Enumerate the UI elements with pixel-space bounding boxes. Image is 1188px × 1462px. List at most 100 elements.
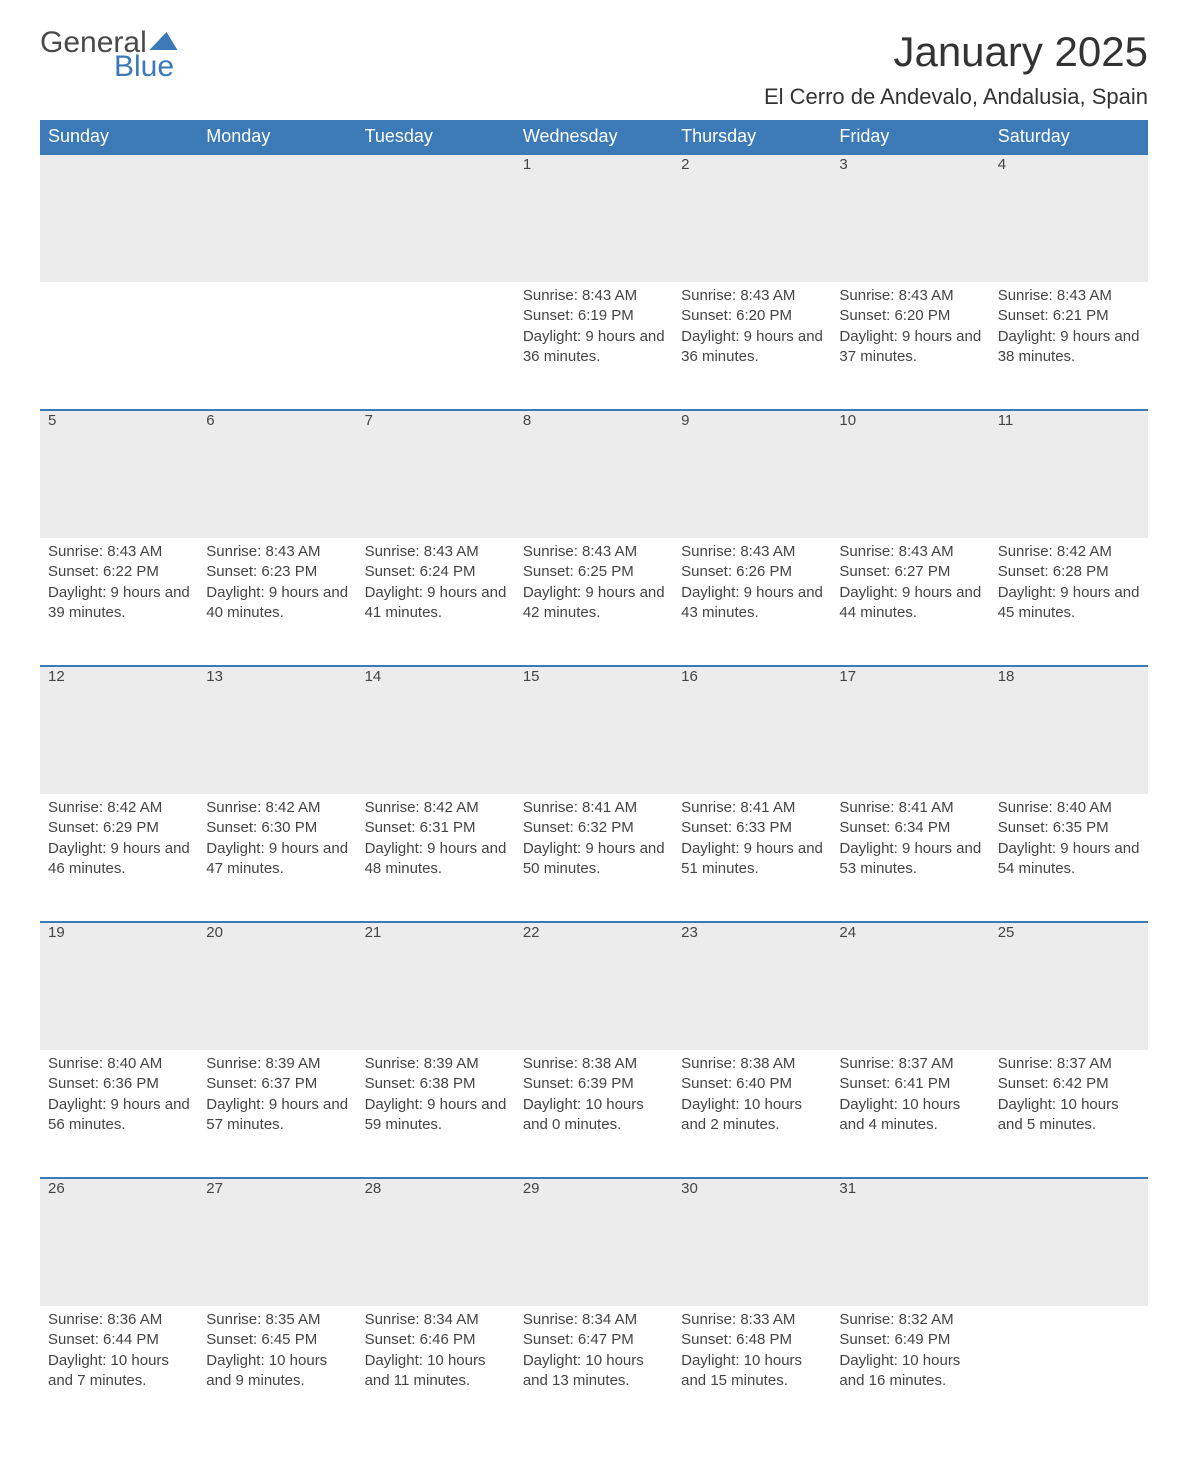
sunset-value: 6:42 PM: [1053, 1075, 1109, 1092]
day-cell: Sunrise: 8:39 AMSunset: 6:38 PMDaylight:…: [357, 1050, 515, 1178]
daylight-label: Daylight:: [48, 1352, 111, 1369]
sunset-value: 6:49 PM: [894, 1331, 950, 1348]
week-daynum-row: 1234: [40, 154, 1148, 282]
day-number: 23: [673, 922, 831, 1050]
day-cell-content: Sunrise: 8:42 AMSunset: 6:29 PMDaylight:…: [48, 794, 190, 879]
sunrise-label: Sunrise:: [365, 1311, 424, 1328]
sunrise-value: 8:40 AM: [1057, 799, 1112, 816]
daylight-label: Daylight:: [523, 584, 586, 601]
daylight-line: Daylight: 10 hours and 2 minutes.: [681, 1095, 823, 1136]
sunrise-line: Sunrise: 8:43 AM: [206, 542, 348, 562]
day-number: 1: [515, 154, 673, 282]
daylight-label: Daylight:: [206, 1352, 269, 1369]
sunset-label: Sunset:: [523, 1075, 578, 1092]
sunrise-value: 8:35 AM: [265, 1311, 320, 1328]
day-cell-content: Sunrise: 8:43 AMSunset: 6:20 PMDaylight:…: [839, 282, 981, 367]
sunset-value: 6:33 PM: [736, 819, 792, 836]
sunrise-label: Sunrise:: [523, 1311, 582, 1328]
day-cell: Sunrise: 8:37 AMSunset: 6:42 PMDaylight:…: [990, 1050, 1148, 1178]
logo-sail-icon: [149, 32, 180, 50]
title-block: January 2025 El Cerro de Andevalo, Andal…: [764, 28, 1148, 110]
sunrise-line: Sunrise: 8:34 AM: [365, 1310, 507, 1330]
daylight-label: Daylight:: [839, 1352, 902, 1369]
day-cell: Sunrise: 8:43 AMSunset: 6:23 PMDaylight:…: [198, 538, 356, 666]
sunset-label: Sunset:: [48, 563, 103, 580]
sunrise-line: Sunrise: 8:40 AM: [998, 798, 1140, 818]
sunrise-line: Sunrise: 8:34 AM: [523, 1310, 665, 1330]
sunrise-line: Sunrise: 8:43 AM: [523, 542, 665, 562]
daylight-line: Daylight: 9 hours and 53 minutes.: [839, 839, 981, 880]
day-cell: Sunrise: 8:32 AMSunset: 6:49 PMDaylight:…: [831, 1306, 989, 1434]
day-cell-content: Sunrise: 8:37 AMSunset: 6:41 PMDaylight:…: [839, 1050, 981, 1135]
day-cell: Sunrise: 8:36 AMSunset: 6:44 PMDaylight:…: [40, 1306, 198, 1434]
daylight-line: Daylight: 9 hours and 59 minutes.: [365, 1095, 507, 1136]
day-number: 31: [831, 1178, 989, 1306]
sunrise-label: Sunrise:: [206, 799, 265, 816]
sunrise-value: 8:43 AM: [265, 543, 320, 560]
sunset-value: 6:30 PM: [261, 819, 317, 836]
daylight-label: Daylight:: [523, 1096, 586, 1113]
sunrise-label: Sunrise:: [681, 287, 740, 304]
sunset-value: 6:24 PM: [420, 563, 476, 580]
day-number: 20: [198, 922, 356, 1050]
day-cell-content: Sunrise: 8:37 AMSunset: 6:42 PMDaylight:…: [998, 1050, 1140, 1135]
day-number: 27: [198, 1178, 356, 1306]
sunrise-value: 8:41 AM: [740, 799, 795, 816]
sunrise-value: 8:33 AM: [740, 1311, 795, 1328]
daylight-line: Daylight: 9 hours and 50 minutes.: [523, 839, 665, 880]
day-cell-content: Sunrise: 8:42 AMSunset: 6:28 PMDaylight:…: [998, 538, 1140, 623]
empty-cell: [198, 282, 356, 410]
daylight-label: Daylight:: [365, 1352, 428, 1369]
daylight-line: Daylight: 9 hours and 44 minutes.: [839, 583, 981, 624]
day-header: Thursday: [673, 120, 831, 154]
day-cell-content: Sunrise: 8:39 AMSunset: 6:37 PMDaylight:…: [206, 1050, 348, 1135]
day-cell-content: Sunrise: 8:43 AMSunset: 6:25 PMDaylight:…: [523, 538, 665, 623]
sunrise-line: Sunrise: 8:43 AM: [681, 542, 823, 562]
sunrise-line: Sunrise: 8:43 AM: [523, 286, 665, 306]
daylight-line: Daylight: 10 hours and 7 minutes.: [48, 1351, 190, 1392]
day-cell: Sunrise: 8:34 AMSunset: 6:46 PMDaylight:…: [357, 1306, 515, 1434]
day-header: Saturday: [990, 120, 1148, 154]
sunrise-label: Sunrise:: [206, 1311, 265, 1328]
daylight-line: Daylight: 9 hours and 38 minutes.: [998, 327, 1140, 368]
day-cell-content: Sunrise: 8:41 AMSunset: 6:33 PMDaylight:…: [681, 794, 823, 879]
sunrise-label: Sunrise:: [48, 1055, 107, 1072]
week-daynum-row: 567891011: [40, 410, 1148, 538]
day-cell-content: Sunrise: 8:43 AMSunset: 6:19 PMDaylight:…: [523, 282, 665, 367]
sunset-line: Sunset: 6:49 PM: [839, 1330, 981, 1350]
daylight-label: Daylight:: [681, 1096, 744, 1113]
daylight-label: Daylight:: [523, 840, 586, 857]
sunrise-label: Sunrise:: [523, 1055, 582, 1072]
sunrise-line: Sunrise: 8:38 AM: [681, 1054, 823, 1074]
sunset-label: Sunset:: [523, 307, 578, 324]
day-number: 25: [990, 922, 1148, 1050]
daylight-label: Daylight:: [48, 1096, 111, 1113]
sunrise-value: 8:43 AM: [1057, 287, 1112, 304]
sunset-line: Sunset: 6:30 PM: [206, 818, 348, 838]
day-header: Wednesday: [515, 120, 673, 154]
daylight-label: Daylight:: [681, 1352, 744, 1369]
sunset-value: 6:40 PM: [736, 1075, 792, 1092]
sunset-label: Sunset:: [206, 1075, 261, 1092]
sunrise-line: Sunrise: 8:33 AM: [681, 1310, 823, 1330]
day-cell: Sunrise: 8:41 AMSunset: 6:33 PMDaylight:…: [673, 794, 831, 922]
daylight-label: Daylight:: [681, 584, 744, 601]
daylight-label: Daylight:: [839, 840, 902, 857]
day-header: Tuesday: [357, 120, 515, 154]
sunrise-label: Sunrise:: [998, 799, 1057, 816]
day-cell: Sunrise: 8:43 AMSunset: 6:20 PMDaylight:…: [831, 282, 989, 410]
daylight-line: Daylight: 9 hours and 42 minutes.: [523, 583, 665, 624]
day-header-row: SundayMondayTuesdayWednesdayThursdayFrid…: [40, 120, 1148, 154]
daylight-label: Daylight:: [681, 328, 744, 345]
day-number: 28: [357, 1178, 515, 1306]
day-number: 16: [673, 666, 831, 794]
sunrise-label: Sunrise:: [998, 1055, 1057, 1072]
sunset-line: Sunset: 6:41 PM: [839, 1074, 981, 1094]
empty-cell: [357, 282, 515, 410]
daylight-line: Daylight: 9 hours and 54 minutes.: [998, 839, 1140, 880]
sunrise-line: Sunrise: 8:41 AM: [839, 798, 981, 818]
daylight-label: Daylight:: [523, 1352, 586, 1369]
day-cell-content: Sunrise: 8:35 AMSunset: 6:45 PMDaylight:…: [206, 1306, 348, 1391]
sunset-line: Sunset: 6:20 PM: [681, 306, 823, 326]
sunrise-line: Sunrise: 8:39 AM: [206, 1054, 348, 1074]
